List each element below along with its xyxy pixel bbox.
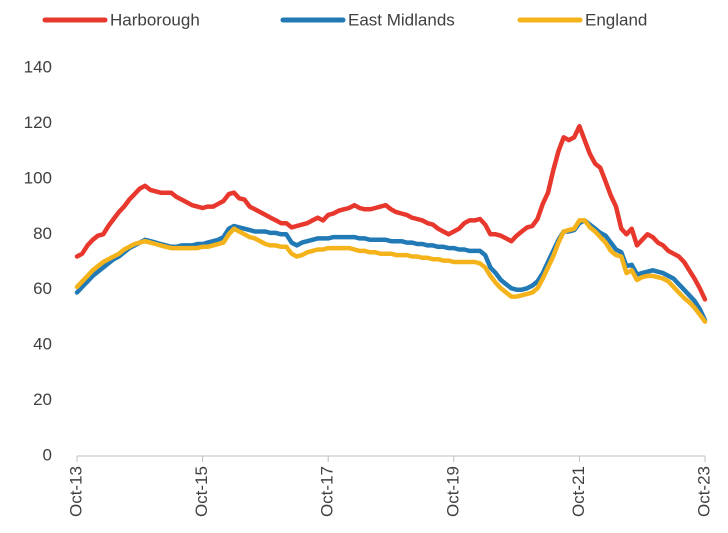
y-tick-label: 100 <box>24 168 52 187</box>
x-tick-label: Oct-15 <box>192 466 211 517</box>
x-tick-label: Oct-21 <box>569 466 588 517</box>
x-tick-label: Oct-17 <box>318 466 337 517</box>
y-tick-label: 120 <box>24 113 52 132</box>
y-tick-label: 20 <box>33 390 52 409</box>
x-tick-label: Oct-23 <box>694 466 713 517</box>
series-line <box>74 218 708 323</box>
x-tick-label: Oct-19 <box>443 466 462 517</box>
y-tick-label: 0 <box>43 445 52 464</box>
series-line <box>74 218 708 324</box>
legend-label: England <box>585 10 647 29</box>
legend-label: East Midlands <box>348 10 455 29</box>
series-line <box>74 123 708 302</box>
legend-label: Harborough <box>110 10 200 29</box>
y-tick-label: 80 <box>33 224 52 243</box>
y-tick-label: 60 <box>33 279 52 298</box>
y-tick-label: 40 <box>33 335 52 354</box>
x-tick-label: Oct-13 <box>66 466 85 517</box>
y-tick-label: 140 <box>24 57 52 76</box>
